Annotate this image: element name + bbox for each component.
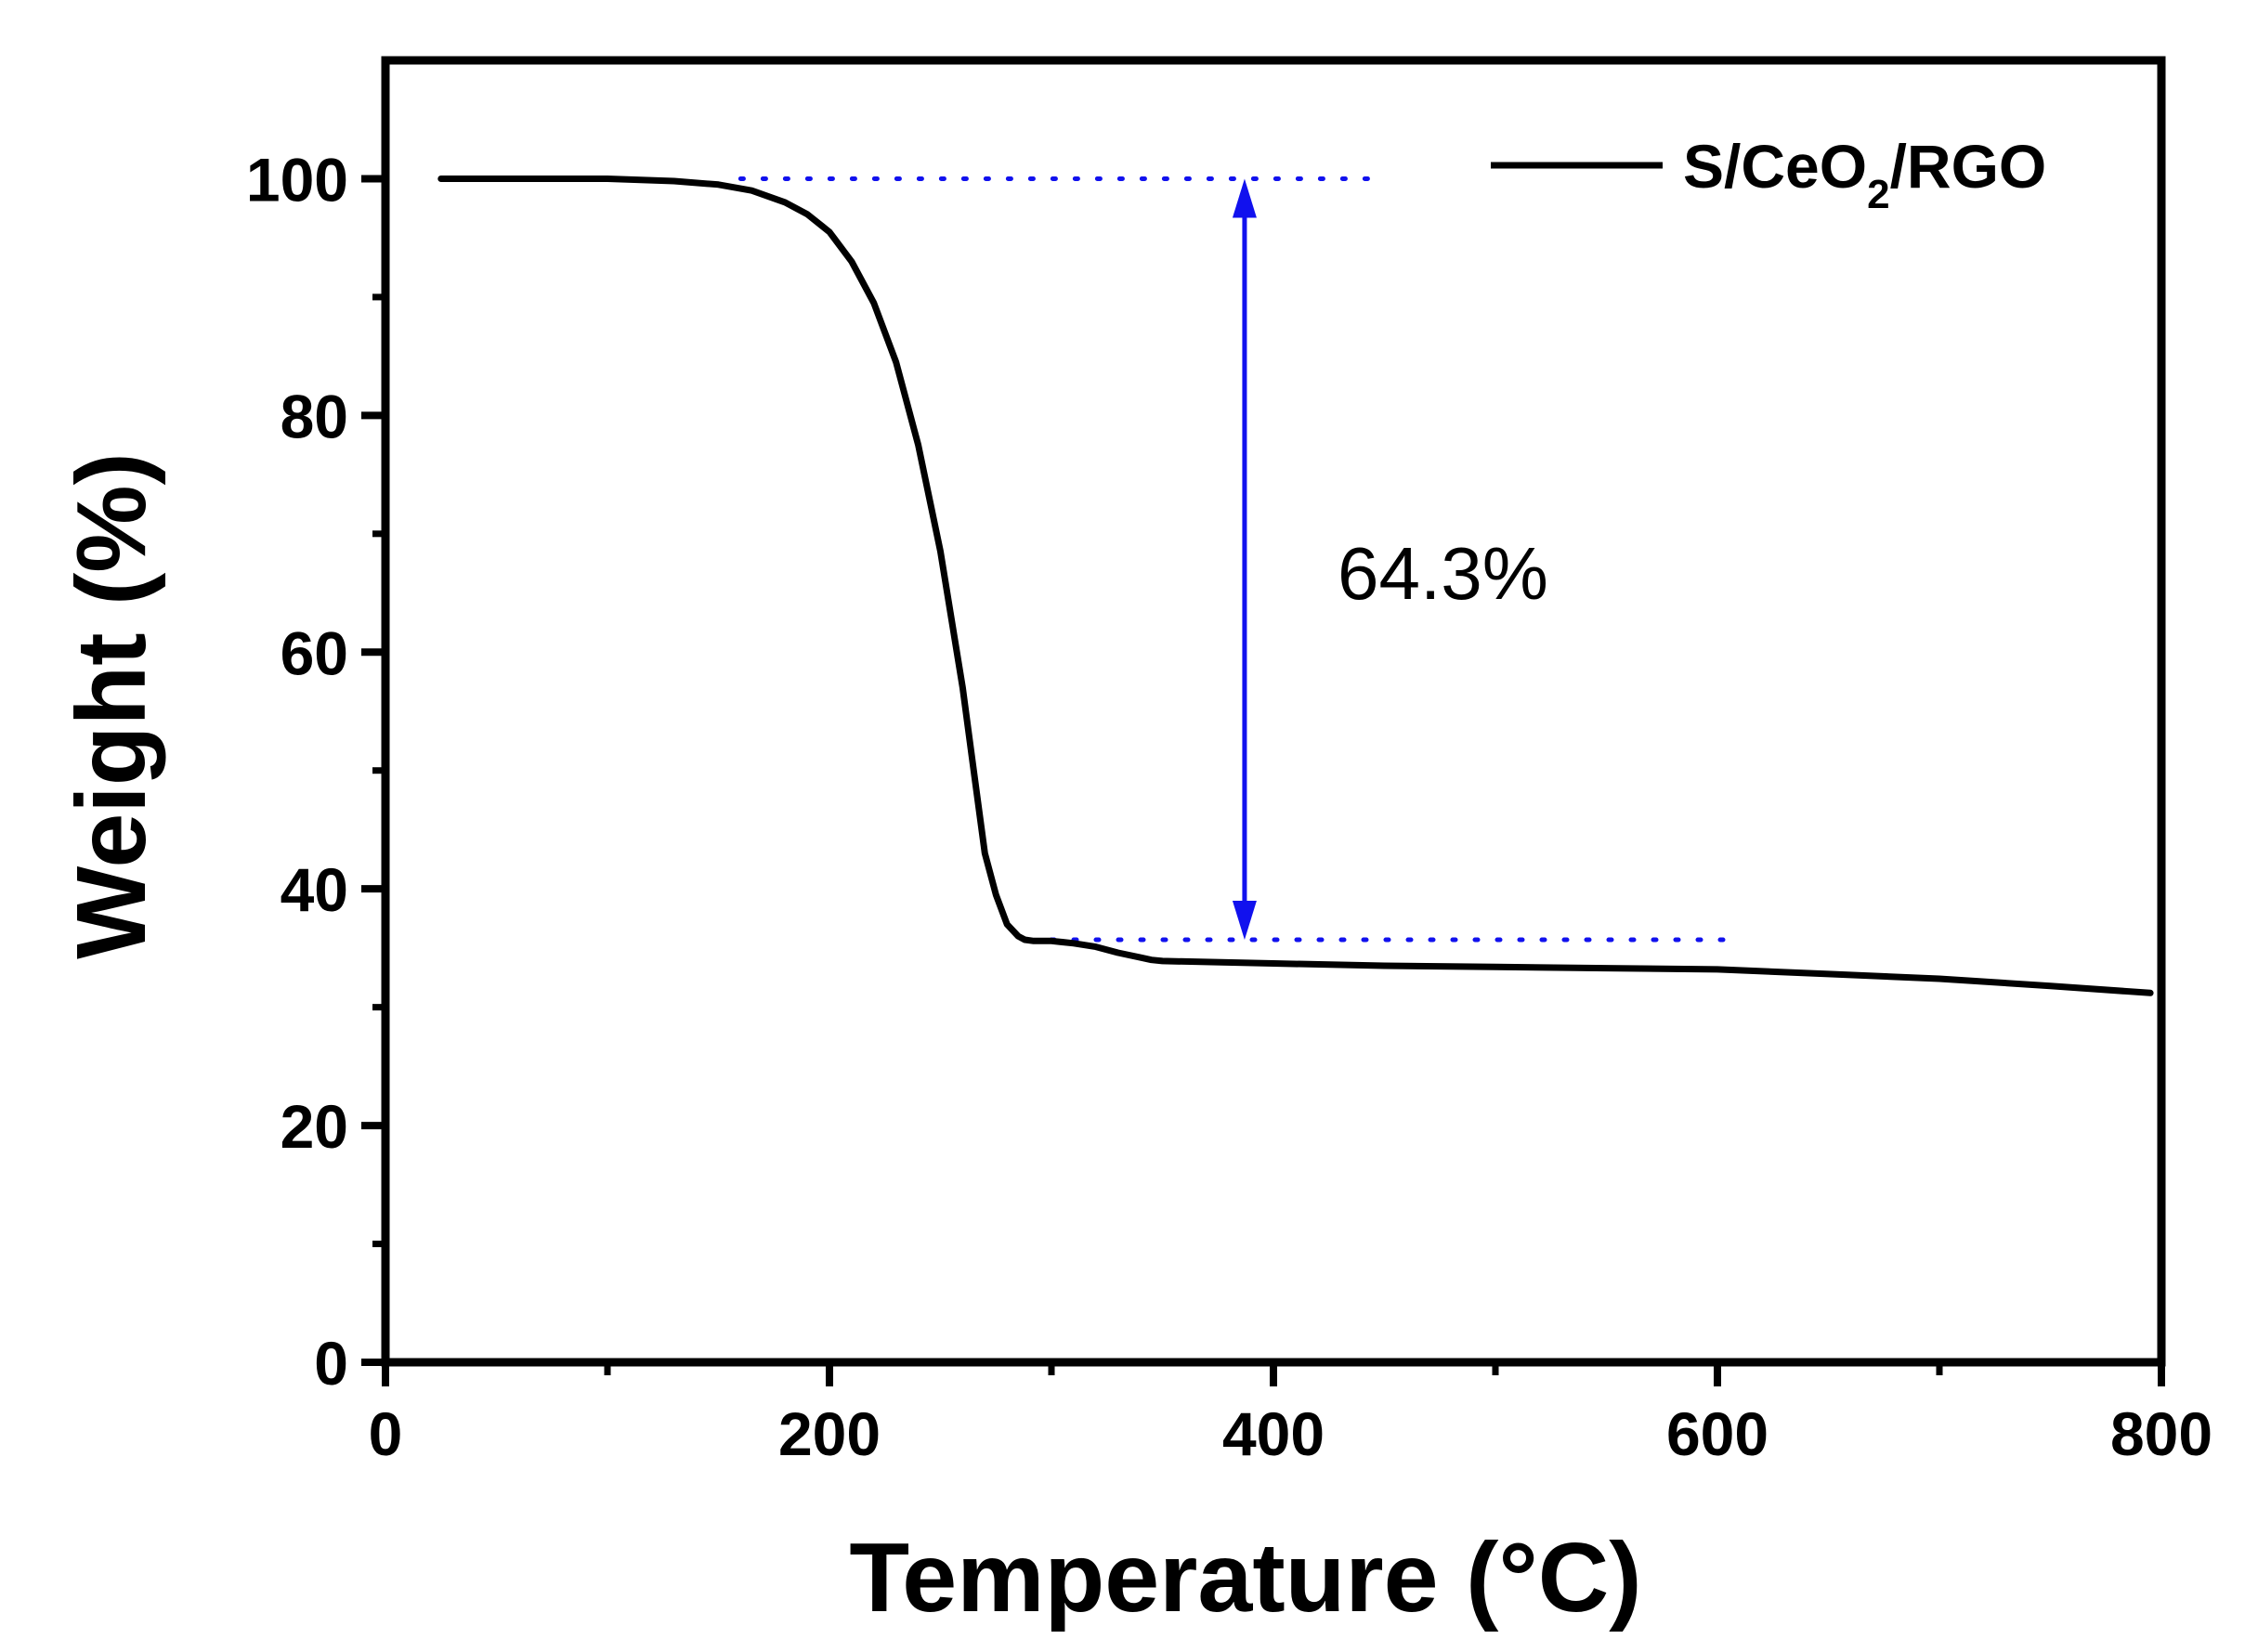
weight-loss-annotation: 64.3% xyxy=(1338,532,1548,615)
x-tick-label: 200 xyxy=(778,1399,881,1468)
plot-frame xyxy=(381,56,2166,1367)
legend-label-tail: /RGO xyxy=(1890,132,2047,201)
y-axis-title: Weight (%) xyxy=(57,452,166,959)
legend-label-main: S/CeO xyxy=(1683,132,1867,201)
legend-label: S/CeO2/RGO xyxy=(1683,132,2046,217)
arrow-head-bottom xyxy=(1232,900,1257,940)
series-line xyxy=(437,176,2154,996)
y-tick-label: 40 xyxy=(281,855,348,924)
y-tick-label: 20 xyxy=(281,1092,348,1161)
x-tick-label: 400 xyxy=(1222,1399,1325,1468)
x-axis-title: Temperature (°C) xyxy=(849,1523,1641,1632)
tick-labels: 0 200 400 600 800 0 20 40 60 80 100 xyxy=(246,145,2212,1468)
plot-border xyxy=(381,56,2166,1367)
reference-lines xyxy=(737,176,1731,943)
legend-label-subscript: 2 xyxy=(1867,172,1889,217)
x-tick-label: 0 xyxy=(369,1399,403,1468)
x-tick-label: 600 xyxy=(1666,1399,1769,1468)
y-tick-label: 100 xyxy=(246,145,348,214)
axis-ticks xyxy=(361,175,2165,1386)
legend: S/CeO2/RGO xyxy=(1491,132,2046,217)
series-group xyxy=(437,176,2154,996)
y-tick-label: 60 xyxy=(281,618,348,687)
arrow-head-top xyxy=(1232,178,1257,218)
y-tick-label: 0 xyxy=(314,1329,348,1398)
x-tick-label: 800 xyxy=(2110,1399,2212,1468)
y-tick-label: 80 xyxy=(281,382,348,450)
